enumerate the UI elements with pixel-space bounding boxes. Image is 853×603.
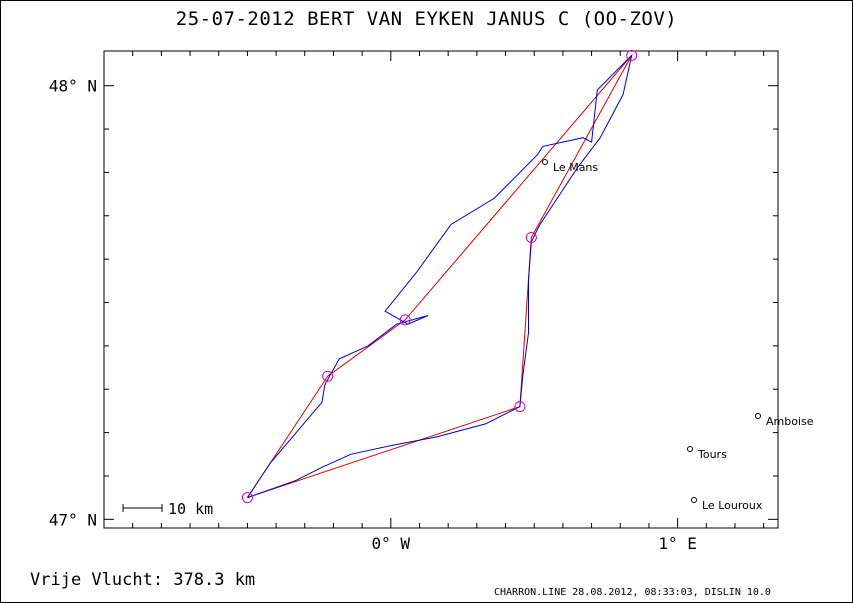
turnpoint-marker (525, 231, 537, 243)
chart-title: 25-07-2012 BERT VAN EYKEN JANUS C (OO-ZO… (175, 8, 678, 30)
x-tick-label: 1° E (658, 534, 697, 553)
task-route (246, 54, 633, 499)
plot-stamp: CHARRON.LINE 28.08.2012, 08:33:03, DISLI… (494, 587, 771, 598)
track-line (246, 53, 633, 499)
town-marker (755, 413, 761, 419)
x-tick-label: 0° W (372, 534, 411, 553)
axis-ticks (103, 51, 778, 528)
turnpoints (241, 49, 638, 504)
turnpoint-marker (514, 401, 526, 413)
free-flight-distance: Vrije Vlucht: 378.3 km (30, 570, 256, 590)
town-label: Le Louroux (702, 499, 763, 512)
scale-bar-label: 10 km (168, 500, 213, 518)
town-label: Le Mans (553, 161, 598, 174)
turnpoint-marker (399, 314, 411, 326)
axis-tick-labels: 0° W 1° E 48° N 47° N (49, 77, 697, 553)
town-marker (687, 446, 693, 452)
town-label: Amboise (766, 415, 814, 428)
turnpoint-marker (322, 370, 334, 382)
towns: Le Mans Amboise Tours Le Louroux (542, 159, 814, 512)
flight-track (246, 53, 633, 499)
y-tick-label: 47° N (49, 510, 97, 529)
turnpoint-marker (626, 49, 638, 61)
task-leg (246, 54, 633, 499)
y-tick-label: 48° N (49, 77, 97, 96)
town-marker (691, 497, 697, 503)
scale-bar: 10 km (122, 500, 213, 518)
town-label: Tours (697, 448, 727, 461)
plot-axes-box (103, 50, 779, 529)
town-marker (542, 159, 548, 165)
turnpoint-marker (241, 492, 253, 504)
